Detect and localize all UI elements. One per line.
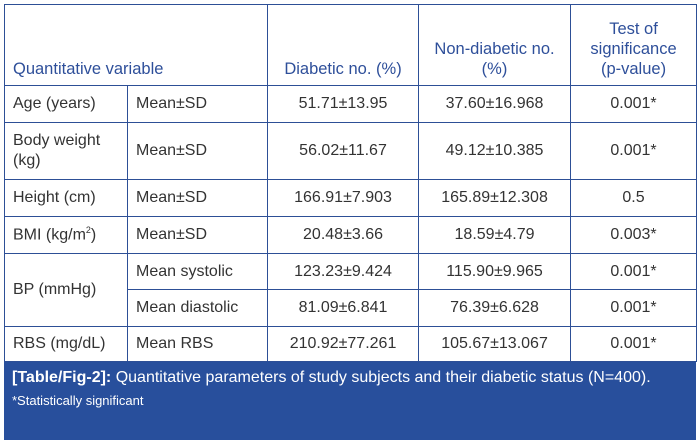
non-diabetic-cell: 105.67±13.067: [418, 326, 572, 362]
table-caption: [Table/Fig-2]: Quantitative parameters o…: [4, 362, 696, 440]
non-diabetic-cell: 165.89±12.308: [418, 179, 572, 217]
table-row: RBS (mg/dL) Mean RBS 210.92±77.261 105.67±…: [4, 326, 698, 362]
p-value-cell: 0.001*: [570, 253, 698, 290]
variable-cell: BP (mmHg): [4, 253, 128, 327]
stat-cell: Mean±SD: [126, 85, 269, 123]
variable-cell: Body weight (kg): [4, 122, 128, 180]
variable-text: BMI (kg/m: [13, 226, 86, 244]
diabetic-cell: 20.48±3.66: [267, 216, 420, 254]
table-row: Mean diastolic 81.09±6.841 76.39±6.628 0.0…: [5, 289, 698, 327]
diabetic-cell: 123.23±9.424: [267, 253, 420, 290]
caption-text: Quantitative parameters of study subject…: [111, 369, 651, 386]
stat-cell: Mean±SD: [126, 179, 269, 217]
header-diabetic: Diabetic no. (%): [267, 4, 420, 86]
non-diabetic-cell: 49.12±10.385: [418, 122, 572, 180]
variable-cell: RBS (mg/dL): [4, 326, 128, 362]
p-value-cell: 0.001*: [570, 85, 698, 123]
variable-cell: BMI (kg/m2): [4, 216, 128, 254]
stat-cell: Mean systolic: [126, 253, 269, 290]
variable-cell: Age (years): [4, 85, 128, 123]
data-table: Quantitative variable Diabetic no. (%) N…: [3, 4, 698, 362]
variable-text-end: ): [90, 226, 97, 244]
p-value-cell: 0.003*: [570, 216, 698, 254]
diabetic-cell: 166.91±7.903: [267, 179, 420, 217]
table-row: BMI (kg/m2) Mean±SD 20.48±3.66 18.59±4.79 0…: [4, 216, 698, 254]
diabetic-cell: 210.92±77.261: [267, 326, 420, 362]
table-row: Age (years) Mean±SD 51.71±13.95 37.60±16.9…: [4, 85, 698, 123]
table-figure: Quantitative variable Diabetic no. (%) N…: [3, 4, 698, 440]
non-diabetic-cell: 76.39±6.628: [418, 289, 572, 327]
table-row: BP (mmHg) Mean systolic 123.23±9.424 115.9…: [4, 253, 698, 327]
stat-cell: Mean±SD: [126, 216, 269, 254]
caption-label: [Table/Fig-2]:: [12, 369, 112, 386]
table-row: Height (cm) Mean±SD 166.91±7.903 165.89±12…: [4, 179, 698, 217]
header-variable: Quantitative variable: [3, 4, 269, 86]
non-diabetic-cell: 115.90±9.965: [418, 253, 572, 290]
stat-cell: Mean±SD: [126, 122, 269, 180]
header-non-diabetic: Non-diabetic no. (%): [418, 4, 572, 86]
stat-cell: Mean diastolic: [126, 289, 269, 327]
diabetic-cell: 81.09±6.841: [267, 289, 420, 327]
superscript: 2: [85, 225, 91, 236]
table-row: Body weight (kg) Mean±SD 56.02±11.67 49.12…: [4, 122, 698, 180]
p-value-cell: 0.001*: [570, 326, 698, 362]
non-diabetic-cell: 18.59±4.79: [418, 216, 572, 254]
non-diabetic-cell: 37.60±16.968: [418, 85, 572, 123]
caption-note: *Statistically significant: [12, 393, 144, 408]
p-value-cell: 0.001*: [570, 122, 698, 180]
variable-cell: Height (cm): [4, 179, 128, 217]
header-test: Test of significance (p-value): [570, 4, 698, 86]
p-value-cell: 0.001*: [570, 289, 698, 327]
header-row: Quantitative variable Diabetic no. (%) N…: [3, 4, 698, 86]
p-value-cell: 0.5: [570, 179, 698, 217]
diabetic-cell: 51.71±13.95: [267, 85, 420, 123]
diabetic-cell: 56.02±11.67: [267, 122, 420, 180]
stat-cell: Mean RBS: [126, 326, 269, 362]
